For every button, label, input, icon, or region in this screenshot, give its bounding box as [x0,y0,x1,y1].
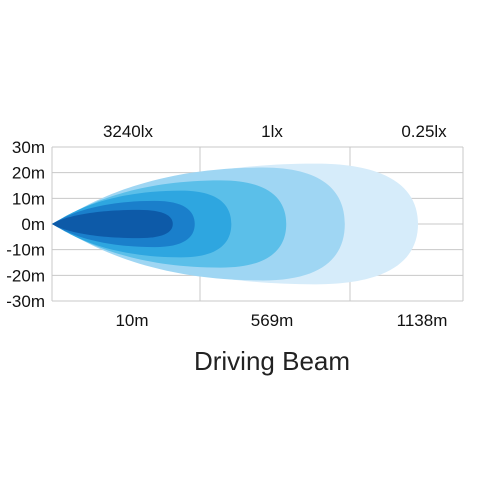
top-label-2: 0.25lx [401,122,447,141]
bottom-label-1: 569m [251,311,294,330]
y-tick-label-5: -20m [6,266,45,285]
y-tick-label-2: 10m [12,189,45,208]
bottom-label-2: 1138m [397,311,448,330]
y-tick-label-3: 0m [21,215,45,234]
y-tick-label-4: -10m [6,241,45,260]
bottom-label-0: 10m [115,311,148,330]
beam-contour-5 [52,209,173,239]
y-tick-label-1: 20m [12,164,45,183]
y-tick-label-0: 30m [12,138,45,157]
top-label-0: 3240lx [103,122,154,141]
y-tick-label-6: -30m [6,292,45,311]
y-axis-ticks: 30m 20m 10m 0m -10m -20m -30m [6,138,45,311]
beam-contours [52,163,418,285]
top-label-1: 1lx [261,122,283,141]
chart-title: Driving Beam [194,346,350,376]
